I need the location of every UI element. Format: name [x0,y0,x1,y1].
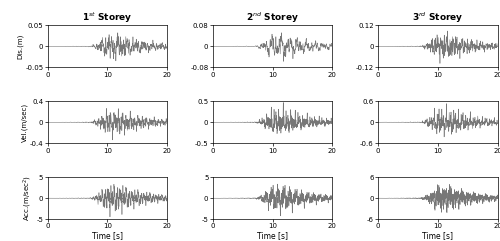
X-axis label: Time [s]: Time [s] [92,231,123,240]
Y-axis label: Vel.(m/sec): Vel.(m/sec) [21,103,28,142]
X-axis label: Time [s]: Time [s] [422,231,453,240]
Title: 3$^{rd}$ Storey: 3$^{rd}$ Storey [412,11,464,25]
Y-axis label: Dis.(m): Dis.(m) [16,34,23,59]
Title: 1$^{st}$ Storey: 1$^{st}$ Storey [82,11,132,25]
X-axis label: Time [s]: Time [s] [257,231,288,240]
Title: 2$^{nd}$ Storey: 2$^{nd}$ Storey [246,11,299,25]
Y-axis label: Acc.(m/sec$^2$): Acc.(m/sec$^2$) [22,175,34,221]
